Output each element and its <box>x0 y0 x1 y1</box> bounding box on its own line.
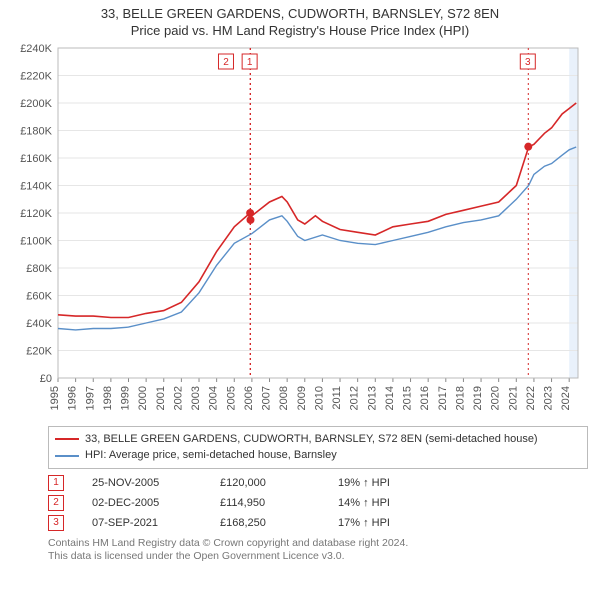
svg-text:2000: 2000 <box>137 386 149 410</box>
svg-text:2023: 2023 <box>543 386 555 410</box>
transactions-table: 1 25-NOV-2005 £120,000 19% ↑ HPI 2 02-DEC-200… <box>48 473 588 533</box>
svg-text:2012: 2012 <box>349 386 361 410</box>
transaction-price: £168,250 <box>220 517 310 529</box>
transaction-marker: 1 <box>48 475 64 491</box>
page: 33, BELLE GREEN GARDENS, CUDWORTH, BARNS… <box>0 0 600 590</box>
transaction-delta: 14% ↑ HPI <box>338 497 390 509</box>
transaction-marker: 2 <box>48 495 64 511</box>
svg-text:£200K: £200K <box>20 98 52 110</box>
svg-text:2: 2 <box>223 57 229 68</box>
svg-text:3: 3 <box>525 57 531 68</box>
svg-text:2020: 2020 <box>490 386 502 410</box>
svg-text:2004: 2004 <box>208 386 220 410</box>
legend-label-hpi: HPI: Average price, semi-detached house,… <box>85 447 337 464</box>
svg-text:2022: 2022 <box>525 386 537 410</box>
svg-text:£120K: £120K <box>20 208 52 220</box>
svg-text:2015: 2015 <box>402 386 414 410</box>
legend-row-hpi: HPI: Average price, semi-detached house,… <box>55 447 581 464</box>
chart-title: 33, BELLE GREEN GARDENS, CUDWORTH, BARNS… <box>0 0 600 40</box>
svg-text:£160K: £160K <box>20 153 52 165</box>
svg-text:2007: 2007 <box>261 386 273 410</box>
transaction-price: £120,000 <box>220 477 310 489</box>
svg-text:2006: 2006 <box>243 386 255 410</box>
svg-text:1996: 1996 <box>67 386 79 410</box>
svg-text:2001: 2001 <box>155 386 167 410</box>
transaction-delta: 17% ↑ HPI <box>338 517 390 529</box>
legend-swatch-hpi <box>55 455 79 457</box>
transaction-marker: 3 <box>48 515 64 531</box>
transaction-row: 2 02-DEC-2005 £114,950 14% ↑ HPI <box>48 493 588 513</box>
svg-text:2009: 2009 <box>296 386 308 410</box>
svg-text:£240K: £240K <box>20 43 52 55</box>
title-subtitle: Price paid vs. HM Land Registry's House … <box>0 23 600 40</box>
transaction-row: 1 25-NOV-2005 £120,000 19% ↑ HPI <box>48 473 588 493</box>
footer-line2: This data is licensed under the Open Gov… <box>48 550 588 564</box>
svg-text:2016: 2016 <box>419 386 431 410</box>
transaction-row: 3 07-SEP-2021 £168,250 17% ↑ HPI <box>48 513 588 533</box>
svg-text:1995: 1995 <box>49 386 61 410</box>
svg-text:£60K: £60K <box>26 290 52 302</box>
svg-text:2018: 2018 <box>454 386 466 410</box>
svg-text:2002: 2002 <box>172 386 184 410</box>
svg-text:2003: 2003 <box>190 386 202 410</box>
svg-text:2011: 2011 <box>331 386 343 410</box>
svg-text:2013: 2013 <box>366 386 378 410</box>
legend-label-price: 33, BELLE GREEN GARDENS, CUDWORTH, BARNS… <box>85 431 538 448</box>
legend-swatch-price <box>55 438 79 440</box>
transaction-price: £114,950 <box>220 497 310 509</box>
svg-text:£100K: £100K <box>20 235 52 247</box>
svg-text:2008: 2008 <box>278 386 290 410</box>
footer: Contains HM Land Registry data © Crown c… <box>48 537 588 564</box>
svg-text:2010: 2010 <box>313 386 325 410</box>
transaction-date: 25-NOV-2005 <box>92 477 192 489</box>
svg-text:£0: £0 <box>40 373 52 385</box>
transaction-date: 02-DEC-2005 <box>92 497 192 509</box>
svg-text:2014: 2014 <box>384 386 396 410</box>
svg-text:1: 1 <box>247 57 253 68</box>
chart: £0 £20K £40K £60K £80K £100K £120K £140K £160K £1… <box>10 40 590 420</box>
svg-text:1999: 1999 <box>120 386 132 410</box>
svg-text:2021: 2021 <box>507 386 519 410</box>
svg-text:£180K: £180K <box>20 125 52 137</box>
svg-text:£20K: £20K <box>26 345 52 357</box>
chart-svg: £0 £20K £40K £60K £80K £100K £120K £140K £160K £1… <box>10 40 590 420</box>
legend-row-price: 33, BELLE GREEN GARDENS, CUDWORTH, BARNS… <box>55 431 581 448</box>
svg-text:£140K: £140K <box>20 180 52 192</box>
svg-text:1997: 1997 <box>84 386 96 410</box>
transaction-date: 07-SEP-2021 <box>92 517 192 529</box>
svg-text:2005: 2005 <box>225 386 237 410</box>
svg-text:2024: 2024 <box>560 386 572 410</box>
svg-text:£80K: £80K <box>26 263 52 275</box>
svg-text:1998: 1998 <box>102 386 114 410</box>
footer-line1: Contains HM Land Registry data © Crown c… <box>48 537 588 551</box>
svg-text:2017: 2017 <box>437 386 449 410</box>
svg-text:£220K: £220K <box>20 70 52 82</box>
svg-text:2019: 2019 <box>472 386 484 410</box>
svg-text:£40K: £40K <box>26 318 52 330</box>
title-address: 33, BELLE GREEN GARDENS, CUDWORTH, BARNS… <box>0 6 600 23</box>
legend: 33, BELLE GREEN GARDENS, CUDWORTH, BARNS… <box>48 426 588 469</box>
transaction-delta: 19% ↑ HPI <box>338 477 390 489</box>
